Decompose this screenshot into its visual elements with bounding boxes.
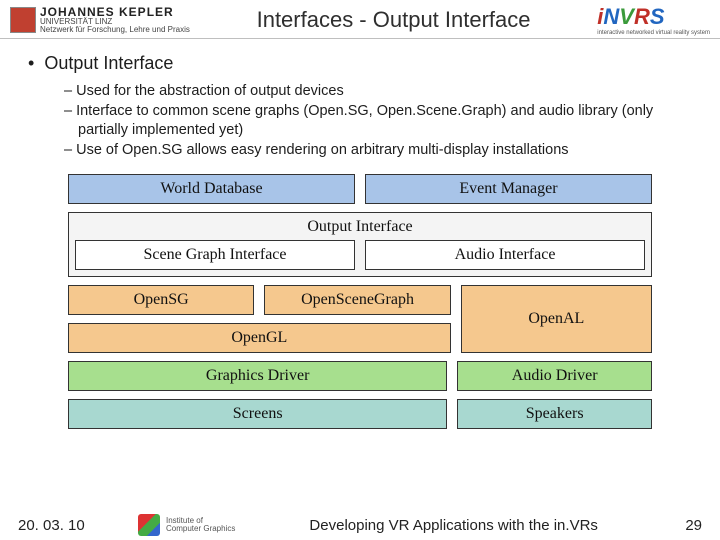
box-opensg: OpenSG: [68, 285, 254, 315]
slide-body: Output Interface Used for the abstractio…: [0, 39, 720, 429]
architecture-diagram: World Database Event Manager Output Inte…: [68, 174, 652, 429]
section-heading: Output Interface: [28, 53, 692, 74]
box-opengl: OpenGL: [68, 323, 451, 353]
box-openal: OpenAL: [461, 285, 652, 353]
bullet-item: Interface to common scene graphs (Open.S…: [64, 102, 692, 141]
box-output-interface-container: Output Interface Scene Graph Interface A…: [68, 212, 652, 277]
box-event-manager: Event Manager: [365, 174, 652, 204]
invrs-logo: iNVRS interactive networked virtual real…: [597, 4, 710, 36]
institute-name: Institute ofComputer Graphics: [166, 517, 235, 533]
jku-badge-icon: [10, 7, 36, 33]
box-screens: Screens: [68, 399, 447, 429]
footer-title: Developing VR Applications with the in.V…: [245, 517, 662, 534]
diagram-row-devices: Screens Speakers: [68, 399, 652, 429]
box-scene-graph-interface: Scene Graph Interface: [75, 240, 355, 270]
footer-date: 20. 03. 10: [18, 517, 138, 534]
box-audio-interface: Audio Interface: [365, 240, 645, 270]
diagram-row-impl: OpenSG OpenSceneGraph OpenGL OpenAL: [68, 285, 652, 353]
institute-logo-icon: [138, 514, 160, 536]
box-output-interface-title: Output Interface: [75, 215, 645, 240]
bullet-list: Used for the abstraction of output devic…: [28, 82, 692, 160]
box-graphics-driver: Graphics Driver: [68, 361, 447, 391]
invrs-wordmark: iNVRS: [597, 4, 710, 30]
uni-tagline: Netzwerk für Forschung, Lehre und Praxis: [40, 26, 190, 34]
university-logo: JOHANNES KEPLER UNIVERSITÄT LINZ Netzwer…: [10, 6, 190, 34]
slide-title: Interfaces - Output Interface: [190, 7, 597, 33]
box-speakers: Speakers: [457, 399, 652, 429]
invrs-subtitle: interactive networked virtual reality sy…: [597, 30, 710, 36]
slide-footer: 20. 03. 10 Institute ofComputer Graphics…: [0, 514, 720, 536]
box-openscenegraph: OpenSceneGraph: [264, 285, 450, 315]
slide-header: JOHANNES KEPLER UNIVERSITÄT LINZ Netzwer…: [0, 0, 720, 39]
box-audio-driver: Audio Driver: [457, 361, 652, 391]
bullet-item: Use of Open.SG allows easy rendering on …: [64, 141, 692, 161]
box-world-database: World Database: [68, 174, 355, 204]
diagram-row-drivers: Graphics Driver Audio Driver: [68, 361, 652, 391]
diagram-row-top: World Database Event Manager: [68, 174, 652, 204]
bullet-item: Used for the abstraction of output devic…: [64, 82, 692, 102]
page-number: 29: [662, 517, 702, 534]
